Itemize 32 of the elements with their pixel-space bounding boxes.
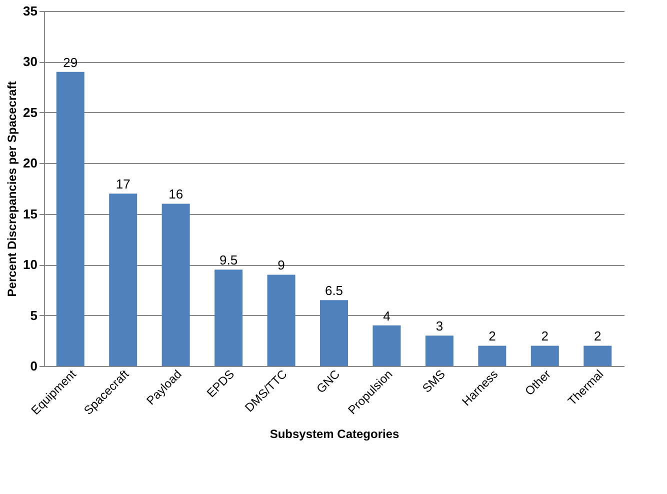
y-tick-label: 0 bbox=[30, 358, 38, 374]
bar bbox=[584, 346, 612, 366]
y-tick-label: 10 bbox=[23, 257, 38, 272]
data-label: 9 bbox=[278, 258, 285, 273]
bar bbox=[109, 194, 138, 366]
data-label: 16 bbox=[168, 186, 184, 202]
bar bbox=[267, 274, 296, 366]
data-label: 17 bbox=[116, 176, 130, 192]
bar bbox=[372, 325, 401, 366]
y-tick-label: 15 bbox=[23, 206, 38, 222]
data-label: 4 bbox=[383, 308, 390, 324]
bar bbox=[214, 270, 243, 366]
bar bbox=[478, 346, 506, 366]
y-tick-label: 5 bbox=[30, 308, 38, 323]
bar bbox=[56, 72, 84, 366]
data-label: 2 bbox=[594, 328, 602, 344]
bar bbox=[320, 300, 348, 366]
y-tick-label: 20 bbox=[23, 156, 38, 171]
x-axis-title: Subsystem Categories bbox=[270, 426, 400, 441]
data-label: 9.5 bbox=[220, 252, 238, 268]
data-label: 6.5 bbox=[324, 283, 344, 298]
data-label: 3 bbox=[436, 318, 444, 334]
bar bbox=[530, 346, 559, 366]
y-tick-label: 30 bbox=[23, 54, 38, 70]
data-label: 2 bbox=[541, 328, 549, 344]
data-label: 29 bbox=[63, 54, 78, 70]
bar bbox=[425, 336, 454, 366]
y-tick-label: 25 bbox=[23, 104, 38, 120]
y-axis-title: Percent Discrepancies per Spacecraft bbox=[5, 81, 20, 297]
data-label: 2 bbox=[488, 328, 496, 344]
bar bbox=[162, 204, 190, 366]
y-tick-label: 35 bbox=[23, 4, 38, 18]
